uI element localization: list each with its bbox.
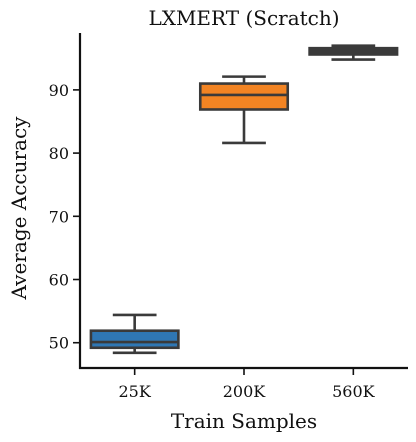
chart-title: LXMERT (Scratch)	[148, 6, 339, 30]
box-25k	[89, 329, 180, 350]
y-tick-label-60: 60	[49, 271, 69, 290]
y-tick-label-80: 80	[49, 144, 69, 163]
x-tick-label-25K: 25K	[119, 382, 152, 401]
y-tick-label-70: 70	[49, 207, 69, 226]
x-tick-label-560K: 560K	[332, 382, 376, 401]
box-200k	[198, 82, 290, 111]
x-tick-label-200K: 200K	[223, 382, 267, 401]
plot-area: 50 60 70 80 90 25K 200K 560K	[49, 33, 408, 401]
y-tick-label-90: 90	[49, 81, 69, 100]
y-tick-label-50: 50	[49, 334, 69, 353]
y-axis-label: Average Accuracy	[7, 116, 31, 301]
x-axis-label: Train Samples	[171, 409, 317, 433]
